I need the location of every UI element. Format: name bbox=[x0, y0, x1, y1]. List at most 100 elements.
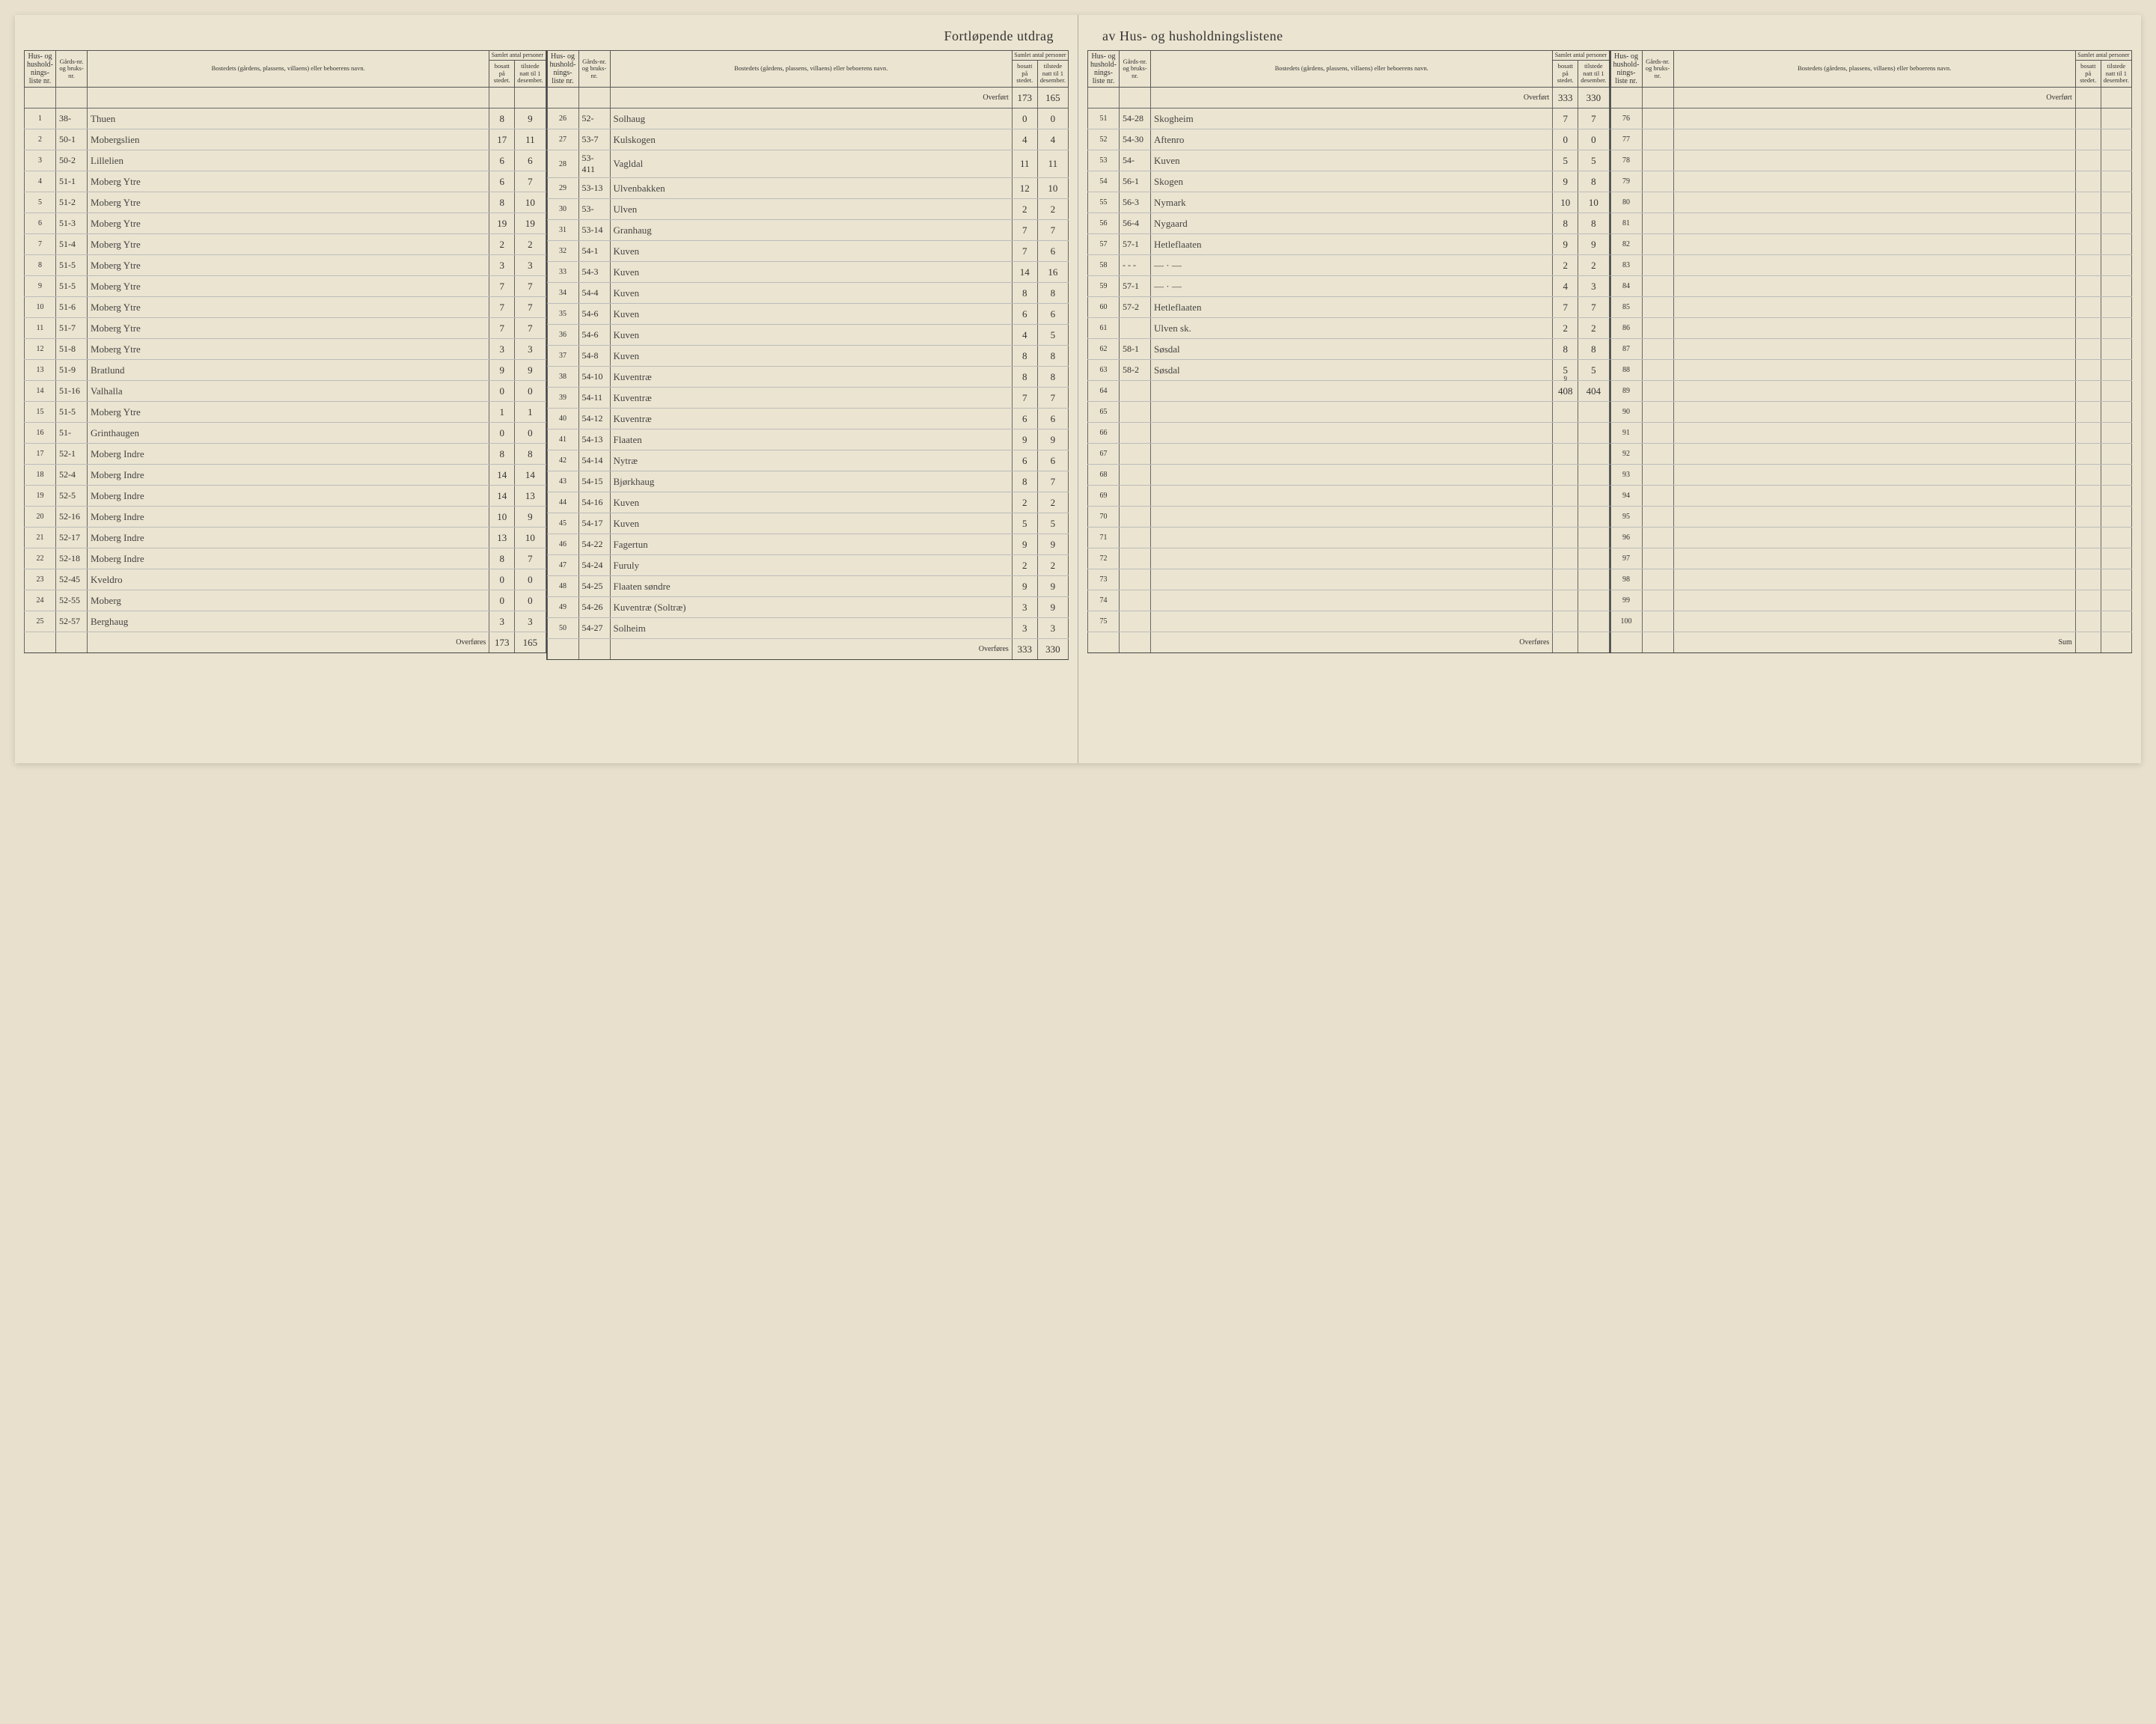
tilstede-value: 3 bbox=[1037, 618, 1068, 639]
gards-nr: 54-26 bbox=[578, 597, 610, 618]
tilstede-value: 8 bbox=[515, 444, 546, 465]
table-row: 79 bbox=[1610, 171, 2132, 192]
bosatt-value bbox=[1553, 590, 1578, 611]
gards-nr: 51-7 bbox=[56, 318, 88, 339]
bosatt-value: 6 bbox=[489, 150, 515, 171]
gards-nr: 52-57 bbox=[56, 611, 88, 632]
bosted-name: Moberg Ytre bbox=[88, 255, 489, 276]
bosted-name: Kuven bbox=[610, 492, 1012, 513]
row-number: 5 bbox=[25, 192, 56, 213]
bosted-name bbox=[1151, 486, 1553, 507]
row-number: 32 bbox=[547, 241, 578, 262]
row-number: 12 bbox=[25, 339, 56, 360]
bosatt-value bbox=[2075, 129, 2101, 150]
tilstede-value: 9 bbox=[1037, 576, 1068, 597]
bosted-name: Flaaten bbox=[610, 430, 1012, 450]
table-row: 25 52-57 Berghaug 3 3 bbox=[25, 611, 546, 632]
gards-nr bbox=[1642, 423, 1673, 444]
row-number: 83 bbox=[1610, 255, 1642, 276]
row-number: 6 bbox=[25, 213, 56, 234]
table-row: 18 52-4 Moberg Indre 14 14 bbox=[25, 465, 546, 486]
tilstede-value bbox=[2101, 108, 2131, 129]
table-row: 96 bbox=[1610, 528, 2132, 548]
tilstede-value: 13 bbox=[515, 486, 546, 507]
row-number: 50 bbox=[547, 618, 578, 639]
gards-nr: 54-16 bbox=[578, 492, 610, 513]
gards-nr bbox=[1120, 381, 1151, 402]
table-row: 84 bbox=[1610, 276, 2132, 297]
bosted-name: Kveldro bbox=[88, 569, 489, 590]
gards-nr bbox=[1120, 423, 1151, 444]
bosatt-value: 9 bbox=[1553, 171, 1578, 192]
header-samlet: Samlet antal personer bbox=[489, 51, 546, 61]
table-row: 39 54-11 Kuventræ 7 7 bbox=[547, 388, 1069, 409]
bosted-name: Moberg Ytre bbox=[88, 213, 489, 234]
table-row: 44 54-16 Kuven 2 2 bbox=[547, 492, 1069, 513]
gards-nr: 54-11 bbox=[578, 388, 610, 409]
bosatt-value bbox=[2075, 234, 2101, 255]
gards-nr bbox=[1642, 381, 1673, 402]
gards-nr: 51-9 bbox=[56, 360, 88, 381]
bosatt-value: 2 bbox=[1012, 555, 1037, 576]
row-number: 34 bbox=[547, 283, 578, 304]
footer-bosatt bbox=[2075, 632, 2101, 653]
bosted-name: Moberg Ytre bbox=[88, 171, 489, 192]
gards-nr bbox=[1642, 486, 1673, 507]
table-row: 74 bbox=[1088, 590, 1610, 611]
header-liste-nr: Hus- og hushold-nings-liste nr. bbox=[25, 51, 56, 88]
bosatt-value: 3 bbox=[489, 255, 515, 276]
gards-nr: 58-2 bbox=[1120, 360, 1151, 381]
gards-nr bbox=[1120, 548, 1151, 569]
tilstede-value bbox=[1578, 590, 1609, 611]
tilstede-value bbox=[2101, 611, 2131, 632]
gards-nr bbox=[1642, 402, 1673, 423]
header-bosatt: bosatt på stedet. bbox=[1012, 60, 1037, 87]
row-number: 56 bbox=[1088, 213, 1120, 234]
tilstede-value bbox=[1578, 528, 1609, 548]
overfort-tilstede bbox=[2101, 88, 2131, 108]
gards-nr bbox=[1642, 192, 1673, 213]
tilstede-value: 16 bbox=[1037, 262, 1068, 283]
row-number: 90 bbox=[1610, 402, 1642, 423]
row-number: 13 bbox=[25, 360, 56, 381]
tilstede-value bbox=[2101, 548, 2131, 569]
overfort-bosatt: 333 bbox=[1553, 88, 1578, 108]
bosatt-value bbox=[2075, 423, 2101, 444]
bosatt-value bbox=[2075, 276, 2101, 297]
row-number: 36 bbox=[547, 325, 578, 346]
bosatt-value bbox=[1553, 465, 1578, 486]
tilstede-value: 9 bbox=[1578, 234, 1609, 255]
gards-nr: 54-15 bbox=[578, 471, 610, 492]
row-number: 7 bbox=[25, 234, 56, 255]
column-2: Hus- og hushold-nings-liste nr. Gårds-nr… bbox=[546, 50, 1069, 660]
bosted-name: Moberg Indre bbox=[88, 486, 489, 507]
table-row: 52 54-30 Aftenro 0 0 bbox=[1088, 129, 1610, 150]
tilstede-value: 6 bbox=[515, 150, 546, 171]
table-row: 56 56-4 Nygaard 8 8 bbox=[1088, 213, 1610, 234]
table-row: 85 bbox=[1610, 297, 2132, 318]
bosted-name: Moberg Ytre bbox=[88, 276, 489, 297]
table-row: 34 54-4 Kuven 8 8 bbox=[547, 283, 1069, 304]
table-row: 1 38- Thuen 8 9 bbox=[25, 108, 546, 129]
header-bosted: Bostedets (gårdens, plassens, villaens) … bbox=[88, 51, 489, 88]
bosted-name bbox=[1151, 465, 1553, 486]
ledger-spread: Fortløpende utdrag Hus- og hushold-nings… bbox=[15, 15, 2141, 763]
tilstede-value: 9 bbox=[1037, 597, 1068, 618]
row-number: 77 bbox=[1610, 129, 1642, 150]
gards-nr bbox=[1642, 129, 1673, 150]
bosted-name: Moberg Ytre bbox=[88, 234, 489, 255]
table-body-3: Overført 333 330 51 54-28 Skogheim 7 7 5… bbox=[1088, 88, 1610, 653]
tilstede-value bbox=[2101, 276, 2131, 297]
column-4: Hus- og hushold-nings-liste nr. Gårds-nr… bbox=[1610, 50, 2133, 653]
tilstede-value bbox=[2101, 234, 2131, 255]
gards-nr: 51-5 bbox=[56, 255, 88, 276]
bosatt-value: 12 bbox=[1012, 178, 1037, 199]
tilstede-value: 5 bbox=[1037, 513, 1068, 534]
tilstede-value: 7 bbox=[1578, 297, 1609, 318]
gards-nr bbox=[1642, 255, 1673, 276]
row-number: 10 bbox=[25, 297, 56, 318]
bosatt-value: 7 bbox=[1012, 241, 1037, 262]
table-row: 95 bbox=[1610, 507, 2132, 528]
tilstede-value: 404 bbox=[1578, 381, 1609, 402]
table-row: 97 bbox=[1610, 548, 2132, 569]
